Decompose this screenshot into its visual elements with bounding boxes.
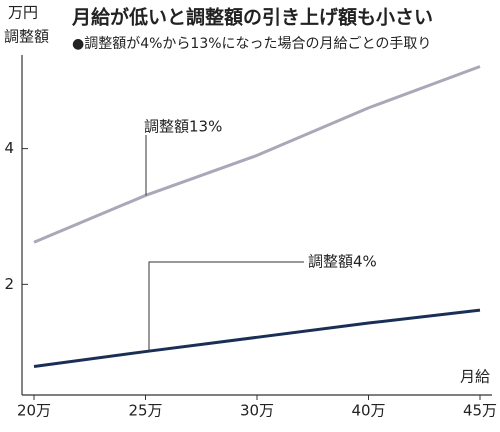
series-line — [33, 308, 481, 368]
x-axis-label: 月給 — [460, 368, 490, 386]
series-line — [33, 65, 481, 244]
x-tick-label: 40万 — [351, 402, 385, 420]
x-tick-label: 45万 — [463, 402, 497, 420]
y-tick-label: 4 — [4, 139, 14, 157]
series-label: 調整額4% — [308, 253, 377, 271]
y-axis-label: 調整額 — [4, 28, 49, 46]
y-unit: 万円 — [8, 4, 38, 22]
x-tick-label: 25万 — [128, 402, 162, 420]
chart-subtitle: ●調整額が4%から13%になった場合の月給ごとの手取り — [72, 36, 431, 52]
y-tick-label: 2 — [4, 275, 14, 293]
chart-title: 月給が低いと調整額の引き上げ額も小さい — [71, 6, 433, 29]
series-label: 調整額13% — [144, 118, 222, 136]
leader-line — [148, 261, 304, 352]
x-tick-label: 30万 — [240, 402, 274, 420]
x-tick-label: 20万 — [17, 402, 51, 420]
